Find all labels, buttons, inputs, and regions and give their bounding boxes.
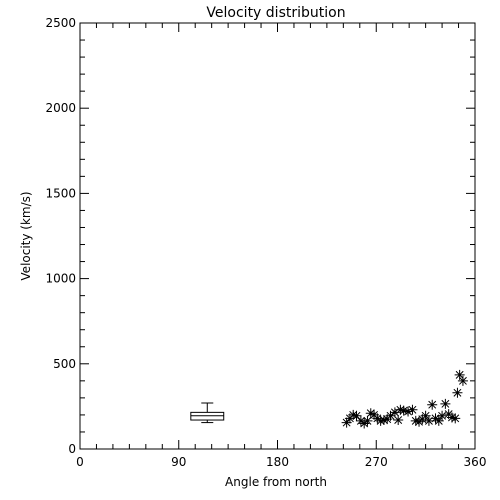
data-point	[355, 415, 366, 426]
data-point	[395, 404, 406, 415]
data-point	[420, 410, 431, 421]
asterisk-marker	[359, 418, 370, 429]
data-point	[348, 409, 359, 420]
data-point	[446, 412, 457, 423]
axis-ticks	[79, 22, 476, 450]
asterisk-marker	[355, 415, 366, 426]
data-point	[454, 369, 465, 380]
asterisk-marker	[385, 410, 396, 421]
asterisk-marker	[454, 369, 465, 380]
data-point	[450, 413, 461, 424]
x-tick-label: 0	[76, 455, 84, 469]
asterisk-marker	[362, 415, 373, 426]
asterisk-marker	[446, 412, 457, 423]
data-point	[393, 415, 404, 426]
data-point	[375, 415, 386, 426]
data-point	[437, 410, 448, 421]
tick-labels: 0 90 180 270 360 0 500 1000 1500 2000 2500	[45, 16, 486, 469]
asterisk-marker	[414, 416, 425, 427]
asterisk-marker	[365, 408, 376, 419]
box-plot	[190, 402, 225, 424]
asterisk-marker	[427, 399, 438, 410]
asterisk-marker	[457, 375, 468, 386]
asterisk-marker	[410, 415, 421, 426]
y-tick-label: 500	[53, 357, 76, 371]
asterisk-marker	[389, 407, 400, 418]
data-point	[389, 407, 400, 418]
y-axis-label: Velocity (km/s)	[19, 191, 33, 280]
x-axis-label: Angle from north	[225, 475, 327, 489]
data-point	[398, 405, 409, 416]
asterisk-marker	[348, 409, 359, 420]
asterisk-marker	[423, 415, 434, 426]
y-tick-label: 2500	[45, 16, 76, 30]
asterisk-marker	[403, 406, 414, 417]
scatter-points	[341, 369, 468, 429]
asterisk-marker	[452, 387, 463, 398]
data-point	[403, 406, 414, 417]
asterisk-marker	[398, 405, 409, 416]
asterisk-marker	[393, 415, 404, 426]
asterisk-marker	[437, 410, 448, 421]
asterisk-marker	[433, 415, 444, 426]
asterisk-marker	[450, 413, 461, 424]
asterisk-marker	[341, 417, 352, 428]
data-point	[433, 415, 444, 426]
y-tick-label: 1000	[45, 272, 76, 286]
data-point	[385, 410, 396, 421]
data-point	[341, 417, 352, 428]
x-tick-label: 360	[464, 455, 487, 469]
data-point	[430, 413, 441, 424]
data-point	[427, 399, 438, 410]
asterisk-marker	[440, 398, 451, 409]
asterisk-marker	[407, 404, 418, 415]
asterisk-marker	[378, 415, 389, 426]
asterisk-marker	[430, 413, 441, 424]
asterisk-marker	[395, 404, 406, 415]
data-point	[457, 375, 468, 386]
y-tick-label: 0	[68, 442, 76, 456]
x-tick-label: 270	[365, 455, 388, 469]
data-point	[351, 410, 362, 421]
data-point	[365, 408, 376, 419]
asterisk-marker	[351, 410, 362, 421]
data-point	[378, 415, 389, 426]
data-point	[423, 415, 434, 426]
x-tick-label: 180	[266, 455, 289, 469]
asterisk-marker	[375, 415, 386, 426]
data-point	[440, 398, 451, 409]
data-point	[452, 387, 463, 398]
y-tick-label: 1500	[45, 186, 76, 200]
data-point	[372, 413, 383, 424]
asterisk-marker	[420, 410, 431, 421]
data-point	[407, 404, 418, 415]
asterisk-marker	[372, 413, 383, 424]
data-point	[359, 418, 370, 429]
chart-title: Velocity distribution	[206, 5, 345, 21]
x-tick-label: 90	[171, 455, 186, 469]
y-tick-label: 2000	[45, 101, 76, 115]
data-point	[414, 416, 425, 427]
data-point	[362, 415, 373, 426]
data-point	[410, 415, 421, 426]
plot-frame	[79, 22, 476, 450]
